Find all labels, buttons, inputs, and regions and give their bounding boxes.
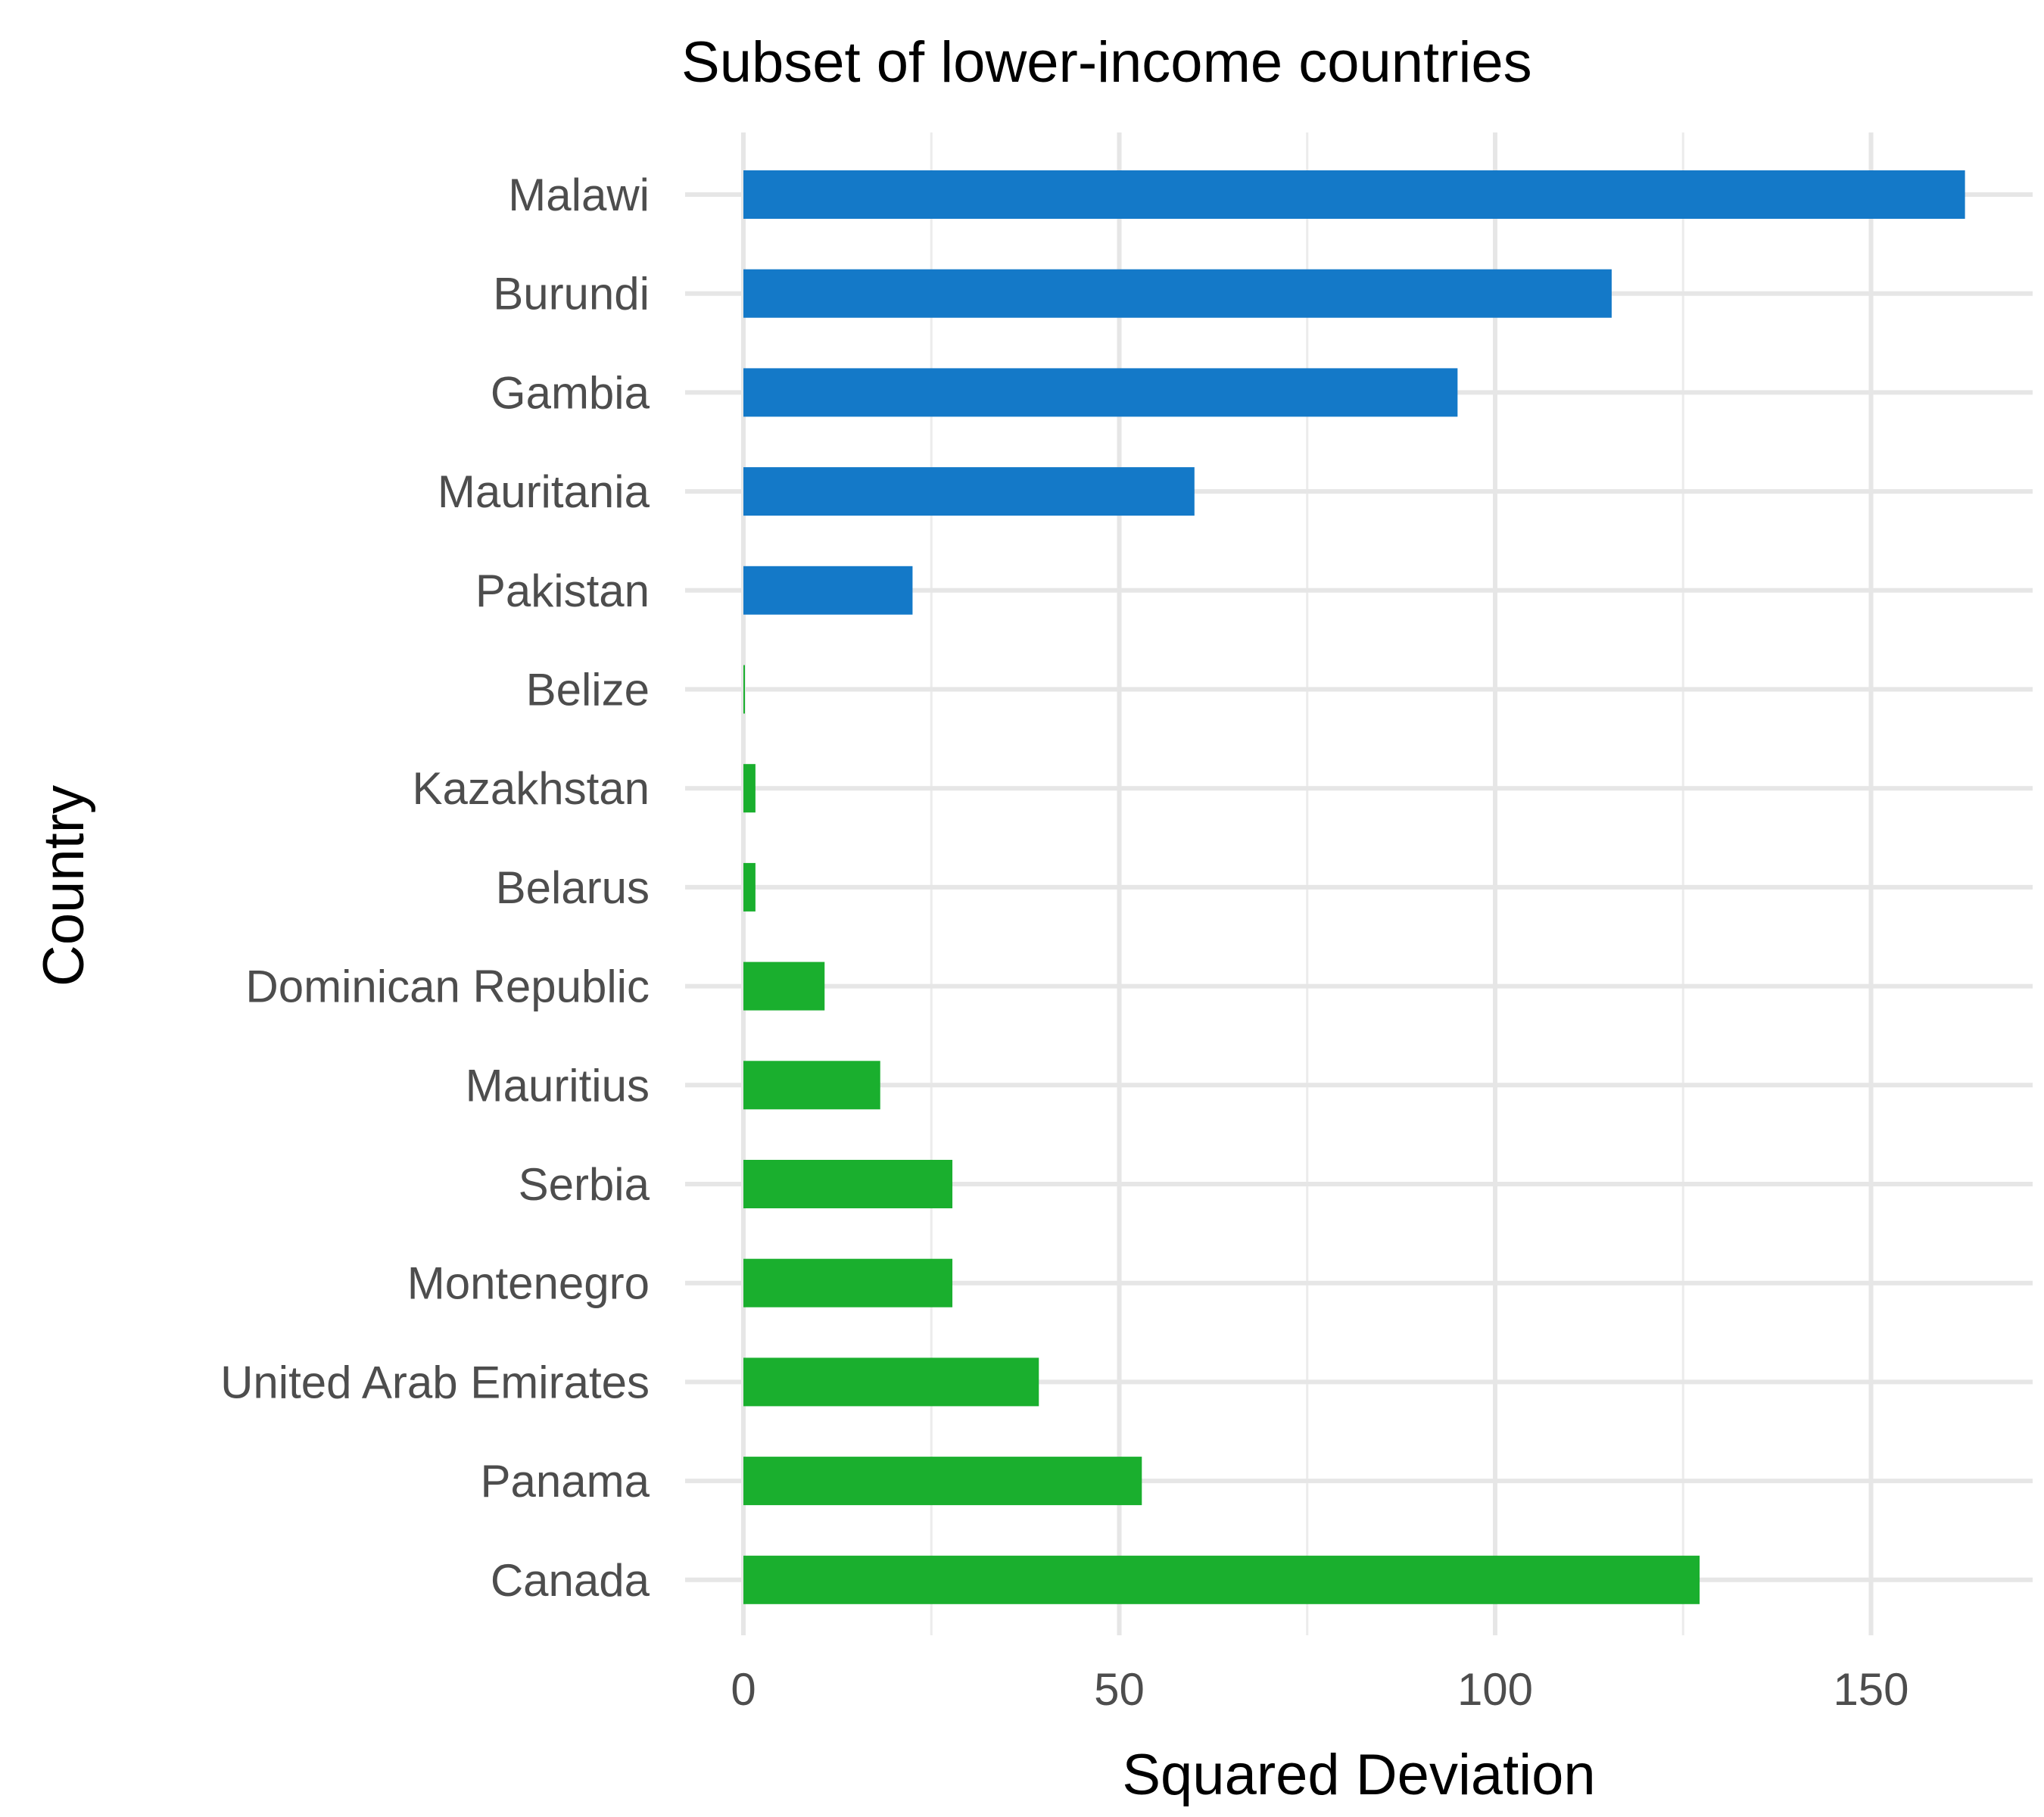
grid-layer <box>685 132 2033 1635</box>
bar-serbia <box>743 1160 953 1208</box>
bar-burundi <box>743 269 1612 318</box>
y-tick-label: Canada <box>491 1555 650 1606</box>
y-axis-title: Country <box>32 785 96 986</box>
bar-montenegro <box>743 1258 953 1307</box>
y-tick-label: Serbia <box>519 1159 650 1210</box>
bar-mauritania <box>743 467 1195 516</box>
y-tick-label: Dominican Republic <box>245 961 650 1012</box>
bar-layer <box>743 170 1965 1604</box>
bar-canada <box>743 1555 1700 1604</box>
bar-dominican-republic <box>743 961 825 1011</box>
y-tick-label: Belarus <box>496 862 650 913</box>
bar-belize <box>743 665 745 714</box>
x-axis-title: Squared Deviation <box>1122 1743 1595 1807</box>
y-tick-label: Gambia <box>491 367 650 418</box>
x-tick-label: 100 <box>1457 1664 1533 1715</box>
chart-title: Subset of lower-income countries <box>681 30 1532 95</box>
y-tick-label: Montenegro <box>407 1258 650 1309</box>
x-tick-labels: 0 50 100 150 <box>731 1664 1908 1715</box>
y-tick-label: Burundi <box>493 269 650 319</box>
y-tick-labels: Malawi Burundi Gambia Mauritania Pakistan Bel… <box>220 170 650 1606</box>
bar-mauritius <box>743 1061 880 1110</box>
y-tick-label: Pakistan <box>475 566 650 616</box>
bar-gambia <box>743 368 1458 417</box>
x-tick-label: 50 <box>1094 1664 1145 1715</box>
bar-united-arab-emirates <box>743 1357 1039 1407</box>
y-tick-label: Malawi <box>508 170 650 220</box>
y-tick-label: Kazakhstan <box>412 763 650 814</box>
bar-belarus <box>743 862 756 912</box>
y-tick-label: Panama <box>481 1456 650 1507</box>
y-tick-label: Mauritania <box>438 466 650 517</box>
y-tick-label: Belize <box>526 665 650 715</box>
bar-kazakhstan <box>743 764 756 813</box>
x-tick-label: 0 <box>731 1664 756 1715</box>
bar-panama <box>743 1457 1142 1506</box>
bar-malawi <box>743 170 1965 219</box>
bar-pakistan <box>743 566 913 615</box>
x-tick-label: 150 <box>1833 1664 1908 1715</box>
y-tick-label: Mauritius <box>466 1060 650 1111</box>
y-tick-label: United Arab Emirates <box>220 1357 650 1407</box>
